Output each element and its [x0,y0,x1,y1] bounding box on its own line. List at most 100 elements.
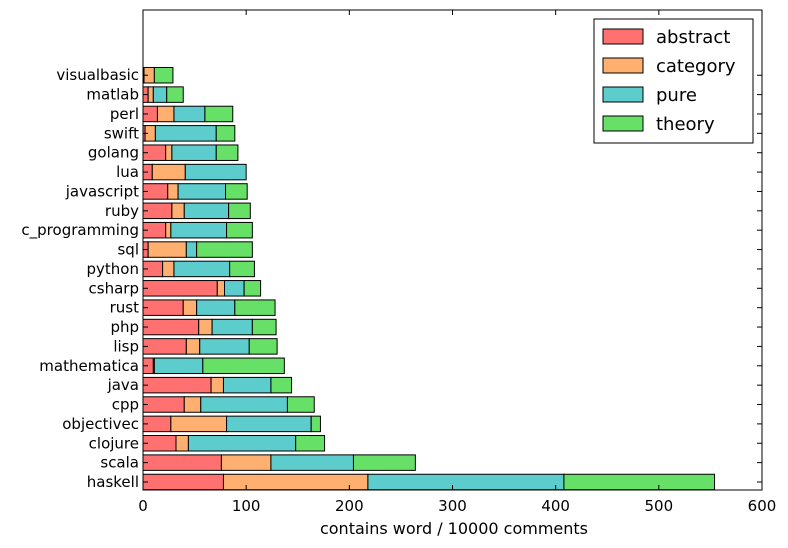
y-tick-label: perl [110,105,139,123]
bar-c_programming-pure [170,221,228,239]
legend: abstract category pure theory [593,18,754,144]
legend-swatch-abstract [602,28,644,45]
bar-perl-theory [204,105,234,123]
bar-c_programming-theory [226,221,253,239]
bar-swift-theory [215,125,236,142]
y-tick-label: cpp [112,396,139,414]
bar-lisp-abstract [142,338,187,355]
bar-scala-abstract [142,454,222,471]
bar-golang-category [165,144,173,161]
bar-lua-category [151,163,186,181]
bar-csharp-category [216,280,226,297]
bar-java-abstract [142,376,212,394]
bar-swift-pure [154,125,217,142]
legend-label-category: category [656,56,736,77]
x-tick-label: 400 [541,497,570,515]
legend-swatch-theory [602,115,644,132]
bar-python-category [162,260,175,278]
bar-objectivec-pure [226,415,312,433]
y-tick-label: c_programming [21,221,139,240]
y-tick-label: rust [110,299,139,317]
legend-label-theory: theory [656,114,715,135]
bar-scala-category [220,454,272,471]
y-tick-label: sql [117,241,139,259]
bar-haskell-abstract [142,473,224,491]
bar-sql-pure [185,241,198,258]
bar-matlab-pure [152,86,168,103]
bar-matlab-category [147,86,154,103]
legend-label-pure: pure [656,85,697,106]
bar-sql-category [147,241,187,258]
bar-rust-category [182,299,198,316]
bar-php-pure [211,318,253,336]
bar-php-abstract [142,318,200,336]
bar-ruby-theory [228,202,251,220]
x-tick-label: 300 [438,497,467,515]
bar-golang-pure [171,144,217,161]
bar-java-pure [222,376,272,394]
bar-mathematica-theory [202,357,285,375]
bar-ruby-pure [183,202,230,220]
y-tick-label: swift [104,124,139,142]
bar-javascript-category [167,183,179,200]
bar-javascript-theory [225,183,248,200]
bar-csharp-abstract [142,280,218,297]
bar-cpp-abstract [142,396,185,413]
bar-objectivec-theory [310,415,321,433]
x-axis-label: contains word / 10000 comments [320,519,588,538]
x-tick-label: 0 [138,497,148,515]
bar-scala-pure [270,454,354,471]
y-tick-label: scala [100,454,139,472]
y-tick-label: csharp [89,279,139,297]
legend-swatch-pure [602,86,644,103]
y-tick-label: java [107,376,139,394]
bar-sql-theory [196,241,253,258]
bar-lisp-pure [199,338,250,355]
bar-perl-category [156,105,175,123]
legend-swatch-category [602,57,644,74]
bar-lisp-theory [248,338,278,355]
bar-rust-pure [196,299,236,316]
bar-visualbasic-theory [153,66,174,84]
bar-clojure-pure [187,435,297,452]
x-tick-label: 100 [232,497,261,515]
bar-clojure-category [175,435,189,452]
bar-mathematica-pure [153,357,204,375]
y-tick-label: golang [88,144,139,162]
bar-perl-pure [173,105,206,123]
bar-java-category [210,376,224,394]
bar-csharp-pure [224,280,245,297]
y-tick-label: clojure [89,434,139,452]
y-tick-label: php [110,318,139,336]
bar-csharp-theory [243,280,262,297]
bar-lua-pure [184,163,247,181]
y-tick-label: javascript [65,182,139,200]
bar-haskell-theory [563,473,716,491]
bar-python-theory [229,260,255,278]
bar-matlab-theory [166,86,184,103]
y-tick-label: haskell [87,473,139,491]
y-tick-label: visualbasic [56,66,139,84]
y-tick-label: matlab [86,86,139,104]
bar-c_programming-category [165,221,172,239]
bar-scala-theory [352,454,416,471]
y-tick-label: mathematica [39,357,139,375]
bar-python-pure [173,260,231,278]
x-tick-label: 200 [335,497,364,515]
y-tick-label: lua [116,163,139,181]
bar-clojure-theory [295,435,326,452]
bar-lisp-category [185,338,201,355]
bar-haskell-pure [367,473,565,491]
bar-ruby-category [171,202,185,220]
y-tick-label: python [87,260,139,278]
bar-haskell-category [222,473,369,491]
bar-javascript-pure [177,183,227,200]
bar-php-theory [251,318,277,336]
bar-java-theory [270,376,293,394]
y-tick-label: lisp [113,337,139,355]
bar-cpp-category [183,396,202,413]
x-tick-label: 500 [645,497,674,515]
y-tick-label: ruby [105,202,139,220]
